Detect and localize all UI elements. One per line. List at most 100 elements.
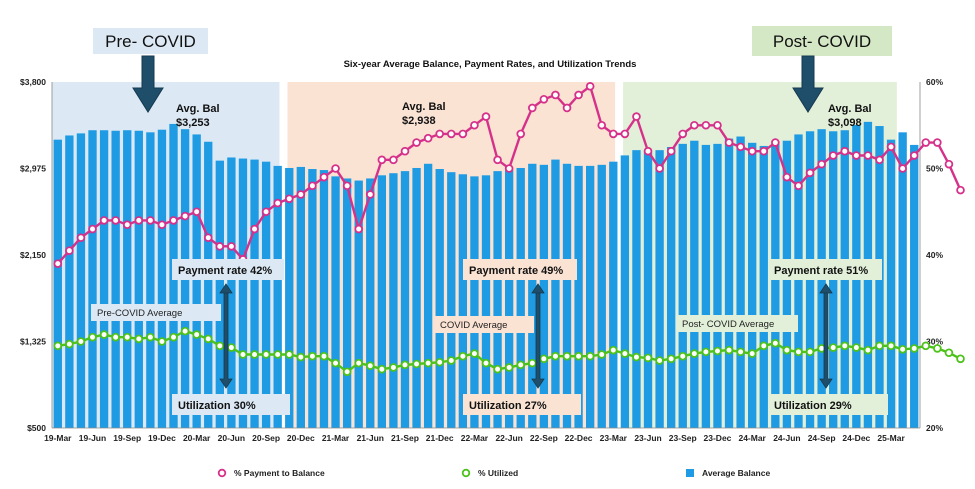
- bar-average-balance: [273, 165, 282, 428]
- bar-average-balance: [898, 132, 907, 428]
- y-left-tick-label: $3,800: [20, 77, 46, 87]
- bar-average-balance: [504, 170, 514, 428]
- bar-average-balance: [389, 173, 398, 428]
- bar-average-balance: [667, 147, 676, 429]
- point-utilization: [342, 367, 352, 377]
- point-payment-rate: [203, 233, 213, 243]
- point-payment-rate: [122, 220, 132, 230]
- point-payment-rate: [574, 90, 583, 100]
- line-series-layer: [53, 82, 965, 377]
- bar-average-balance: [215, 160, 224, 429]
- payment-rate-label: Payment rate 51%: [774, 265, 868, 277]
- point-utilization: [354, 358, 363, 368]
- y-right-tick-label: 30%: [926, 337, 943, 347]
- point-payment-rate: [747, 146, 757, 156]
- point-payment-rate: [620, 129, 630, 139]
- bar-average-balance: [528, 163, 537, 429]
- y-left-tick-label: $1,325: [20, 337, 46, 347]
- bar-average-balance: [481, 175, 491, 428]
- period-label-box: [93, 28, 208, 54]
- bar-average-balance: [53, 139, 62, 428]
- y-left-tick-label: $2,150: [20, 250, 46, 260]
- period-arrow: [792, 55, 824, 113]
- bar-average-balance: [493, 171, 502, 428]
- payment-rate-label: Payment rate 42%: [178, 265, 272, 277]
- x-tick-label: 23-Mar: [600, 433, 628, 443]
- x-tick-label: 20-Dec: [287, 433, 315, 443]
- point-utilization: [389, 363, 398, 372]
- point-payment-rate: [284, 194, 294, 204]
- point-utilization: [435, 357, 445, 367]
- point-utilization: [539, 354, 549, 364]
- period-label-box: [752, 26, 892, 56]
- bar-average-balance: [204, 141, 213, 428]
- bar-average-balance: [701, 144, 711, 428]
- point-utilization: [273, 350, 282, 359]
- point-utilization: [446, 356, 456, 365]
- bar-average-balance: [435, 169, 444, 429]
- bar-average-balance: [690, 140, 699, 428]
- bar-average-balance: [238, 158, 248, 428]
- point-utilization: [655, 356, 664, 365]
- point-utilization: [747, 349, 757, 358]
- point-payment-rate: [504, 164, 514, 173]
- point-utilization: [886, 341, 896, 351]
- point-utilization: [111, 332, 120, 342]
- point-payment-rate: [446, 129, 456, 139]
- point-payment-rate: [771, 138, 780, 147]
- y-right-tick-label: 60%: [926, 77, 943, 87]
- x-tick-label: 21-Mar: [322, 433, 350, 443]
- point-utilization: [493, 364, 502, 374]
- bar-average-balance: [794, 134, 803, 428]
- point-payment-rate: [273, 198, 282, 208]
- point-payment-rate: [354, 224, 363, 234]
- payment-rate-box: [463, 259, 577, 280]
- point-utilization: [215, 341, 225, 351]
- x-tick-label: 19-Sep: [113, 433, 141, 443]
- point-utilization: [574, 351, 583, 361]
- point-payment-rate: [817, 159, 826, 169]
- point-payment-rate: [134, 216, 144, 225]
- point-utilization: [99, 330, 109, 339]
- point-payment-rate: [227, 242, 236, 251]
- bar-average-balance: [342, 178, 352, 428]
- x-tick-label: 20-Sep: [252, 433, 280, 443]
- point-payment-rate: [609, 129, 618, 139]
- avg-bal-value: $2,938: [402, 115, 436, 127]
- point-payment-rate: [365, 190, 375, 199]
- bar-average-balance: [655, 150, 664, 428]
- point-payment-rate: [250, 224, 259, 234]
- point-utilization: [609, 345, 618, 355]
- point-utilization: [65, 339, 74, 349]
- point-utilization: [759, 341, 769, 351]
- point-payment-rate: [261, 207, 271, 217]
- point-payment-rate: [632, 112, 641, 121]
- legend-label: % Payment to Balance: [234, 468, 325, 478]
- point-payment-rate: [736, 142, 745, 152]
- point-payment-rate: [713, 120, 722, 130]
- payment-rate-box: [172, 259, 284, 280]
- point-payment-rate: [331, 164, 340, 173]
- bar-average-balance: [539, 164, 549, 428]
- payment-rate-box: [768, 259, 882, 280]
- point-payment-rate: [852, 151, 861, 160]
- point-payment-rate: [88, 224, 97, 234]
- bar-average-balance: [377, 175, 387, 428]
- point-utilization: [53, 341, 63, 351]
- point-utilization: [724, 345, 734, 355]
- point-utilization: [516, 360, 526, 370]
- y-right-tick-label: 20%: [926, 423, 943, 433]
- bar-average-balance: [250, 159, 259, 428]
- utilization-label: Utilization 29%: [774, 400, 852, 412]
- point-payment-rate: [562, 103, 572, 113]
- bar-average-balance: [782, 140, 792, 428]
- point-utilization: [400, 360, 410, 370]
- x-tick-label: 20-Mar: [183, 433, 211, 443]
- point-payment-rate: [724, 138, 734, 147]
- bar-average-balance: [609, 161, 618, 428]
- point-utilization: [805, 347, 815, 357]
- bar-average-balance: [632, 150, 641, 428]
- point-utilization: [736, 347, 745, 357]
- x-tick-label: 24-Mar: [738, 433, 766, 443]
